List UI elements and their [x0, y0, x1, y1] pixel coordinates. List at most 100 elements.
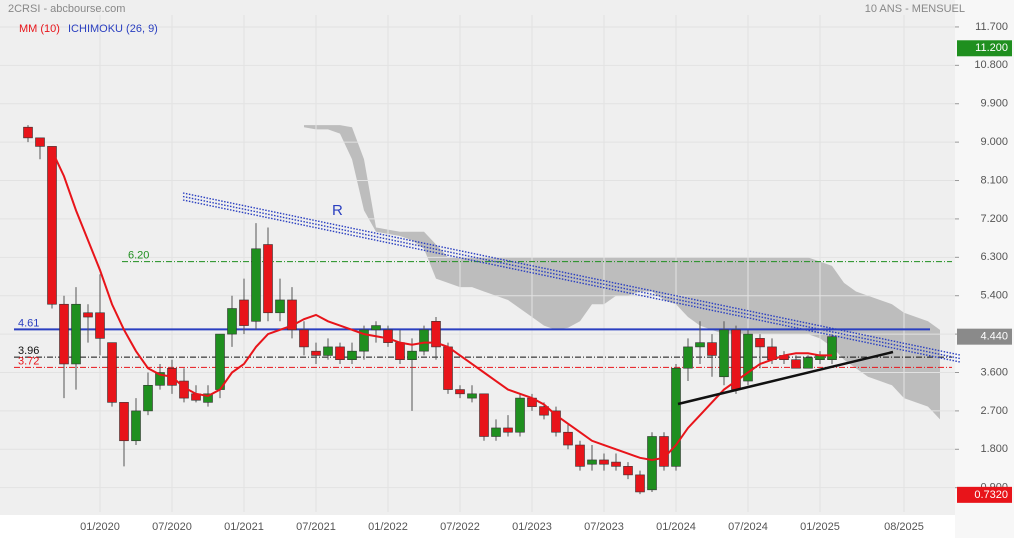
candle-body	[251, 248, 261, 322]
price-tag-label: 0.7320	[974, 489, 1008, 501]
x-tick-label: 07/2022	[440, 521, 480, 533]
price-tag	[957, 40, 1012, 57]
axis-background	[955, 0, 1014, 538]
resistance-trendline	[182, 192, 961, 363]
candle-body	[455, 389, 465, 395]
candle-body	[611, 461, 621, 467]
support-trendline	[677, 350, 894, 406]
x-tick-label: 01/2025	[800, 521, 840, 533]
candle-body	[275, 299, 285, 314]
chart-title: 2CRSI - abcbourse.com	[8, 3, 125, 15]
candle-body	[635, 474, 645, 493]
x-tick-label: 01/2021	[224, 521, 264, 533]
candle-body	[215, 333, 225, 390]
ichimoku-cloud	[304, 125, 940, 420]
y-tick-label: 5.400	[980, 290, 1008, 302]
y-tick-label: 11.700	[975, 21, 1008, 33]
candle-body	[539, 406, 549, 416]
price-tag	[957, 486, 1012, 503]
candle-body	[479, 393, 489, 437]
candle-body	[659, 436, 669, 467]
candle-body	[335, 346, 345, 361]
candle-body	[431, 321, 441, 348]
candle-body	[119, 402, 129, 442]
price-tag-label: 4.440	[980, 331, 1008, 343]
candle-body	[551, 410, 561, 433]
candle-body	[695, 342, 705, 348]
y-tick-label: 6.300	[980, 251, 1008, 263]
candle-body	[743, 333, 753, 382]
legend-entry: MM (10)	[19, 23, 60, 35]
x-tick-label: 07/2020	[152, 521, 192, 533]
candle-body	[71, 303, 81, 365]
candle-body	[467, 393, 477, 399]
candle-body	[683, 346, 693, 369]
candle-body	[587, 459, 597, 465]
annotation: R	[332, 202, 343, 219]
candle-body	[707, 342, 717, 356]
candle-body	[287, 299, 297, 331]
candle-body	[443, 346, 453, 390]
trendline	[182, 199, 961, 363]
level-label: 3.72	[18, 355, 39, 367]
y-tick-label: 7.200	[980, 213, 1008, 225]
x-tick-label: 01/2020	[80, 521, 120, 533]
x-tick-label: 08/2025	[884, 521, 924, 533]
candle-body	[395, 342, 405, 361]
candle-body	[827, 336, 837, 361]
candle-body	[347, 350, 357, 361]
x-tick-label: 07/2024	[728, 521, 768, 533]
candle-body	[383, 329, 393, 343]
candle-body	[299, 329, 309, 348]
candle-body	[239, 299, 249, 326]
x-tick-label: 07/2021	[296, 521, 336, 533]
candle-body	[311, 350, 321, 356]
candle-body	[563, 431, 573, 446]
candle-body	[371, 325, 381, 331]
candle-body	[203, 393, 213, 403]
trendline	[182, 195, 961, 360]
candle-body	[227, 308, 237, 335]
level-label: 3.96	[18, 345, 39, 357]
candle-body	[803, 357, 813, 369]
chart-subtitle: 10 ANS - MENSUEL	[865, 3, 965, 15]
x-tick-label: 01/2024	[656, 521, 696, 533]
candle-body	[623, 466, 633, 476]
candle-body	[359, 329, 369, 352]
y-tick-label: 2.700	[980, 405, 1008, 417]
candle-body	[503, 427, 513, 433]
y-tick-label: 10.800	[974, 59, 1008, 71]
candle-body	[95, 312, 105, 339]
candle-body	[671, 367, 681, 467]
candle-body	[143, 384, 153, 412]
candle-body	[575, 444, 585, 467]
candle-body	[323, 346, 333, 356]
candle-body	[263, 244, 273, 314]
x-tick-label: 01/2023	[512, 521, 552, 533]
price-tag-label: 11.200	[975, 42, 1008, 54]
candle-body	[647, 436, 657, 491]
candle-body	[131, 410, 141, 442]
candle-body	[59, 303, 69, 365]
legend-entry: ICHIMOKU (26, 9)	[68, 23, 158, 35]
candle-body	[83, 312, 93, 318]
candle-body	[419, 329, 429, 352]
candle-body	[47, 146, 57, 305]
x-tick-label: 07/2023	[584, 521, 624, 533]
candle-body	[155, 372, 165, 386]
y-tick-label: 8.100	[980, 174, 1008, 186]
candle-body	[407, 350, 417, 361]
candle-body	[23, 126, 33, 139]
x-tick-label: 01/2022	[368, 521, 408, 533]
candle-body	[755, 338, 765, 348]
candle-body	[107, 342, 117, 403]
y-tick-label: 1.800	[980, 443, 1008, 455]
candle-body	[791, 359, 801, 369]
y-tick-label: 3.600	[980, 366, 1008, 378]
candle-body	[719, 329, 729, 378]
y-tick-label: 9.000	[980, 136, 1008, 148]
price-tag	[957, 328, 1012, 345]
y-tick-label: 9.900	[980, 98, 1008, 110]
level-label: 4.61	[18, 317, 39, 329]
